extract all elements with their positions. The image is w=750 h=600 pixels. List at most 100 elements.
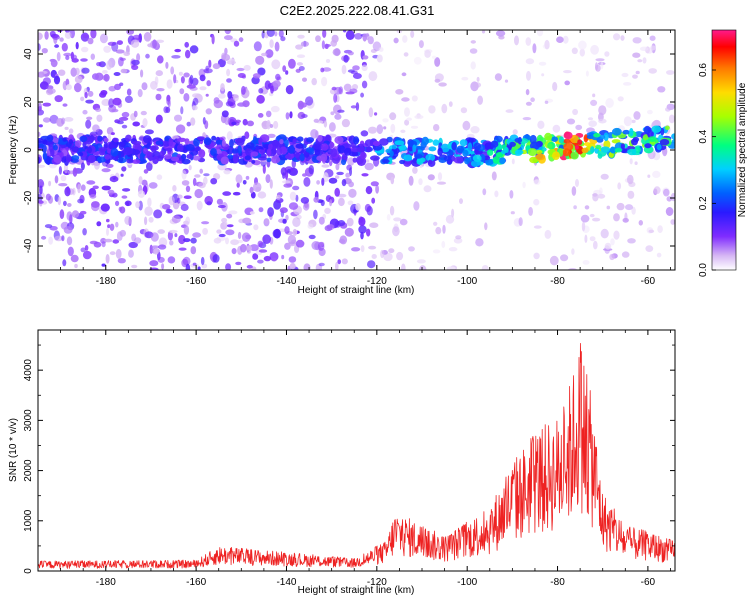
noise-blob bbox=[91, 202, 100, 212]
noise-blob bbox=[406, 117, 413, 121]
noise-blob bbox=[308, 165, 314, 175]
signal-blob bbox=[412, 144, 417, 153]
noise-blob bbox=[475, 238, 484, 247]
signal-blob bbox=[547, 143, 553, 149]
x-tick-label: -160 bbox=[186, 276, 206, 287]
noise-blob bbox=[288, 256, 297, 263]
noise-blob bbox=[351, 84, 359, 90]
noise-blob bbox=[235, 261, 242, 266]
noise-blob bbox=[228, 210, 238, 215]
noise-blob bbox=[48, 236, 53, 245]
signal-blob bbox=[529, 141, 540, 150]
noise-blob bbox=[433, 221, 438, 226]
signal-blob bbox=[451, 141, 457, 151]
noise-blob bbox=[419, 265, 427, 270]
noise-blob bbox=[366, 228, 371, 237]
noise-blob bbox=[461, 76, 469, 81]
noise-blob bbox=[185, 49, 191, 59]
noise-blob bbox=[414, 114, 424, 120]
noise-blob bbox=[63, 200, 67, 207]
noise-blob bbox=[575, 124, 583, 130]
noise-blob bbox=[525, 101, 532, 106]
signal-blob bbox=[570, 134, 579, 144]
x-tick-label: -120 bbox=[367, 276, 387, 287]
noise-blob bbox=[360, 245, 365, 253]
signal-blob bbox=[306, 137, 315, 143]
noise-blob bbox=[560, 254, 569, 262]
signal-blob bbox=[193, 137, 200, 147]
noise-blob bbox=[670, 219, 675, 225]
noise-blob bbox=[41, 235, 47, 240]
noise-blob bbox=[437, 172, 443, 181]
noise-blob bbox=[115, 200, 120, 207]
noise-blob bbox=[38, 102, 42, 112]
noise-blob bbox=[494, 190, 499, 198]
noise-blob bbox=[140, 110, 147, 116]
noise-blob bbox=[525, 89, 530, 96]
noise-blob bbox=[74, 263, 78, 269]
noise-blob bbox=[609, 253, 615, 261]
noise-blob bbox=[441, 103, 448, 114]
noise-blob bbox=[453, 237, 463, 244]
signal-blob bbox=[251, 159, 256, 164]
noise-blob bbox=[283, 183, 293, 188]
noise-blob bbox=[54, 95, 63, 103]
noise-blob bbox=[203, 173, 210, 177]
noise-blob bbox=[64, 186, 71, 197]
noise-blob bbox=[504, 79, 509, 83]
signal-blob bbox=[46, 134, 54, 142]
noise-blob bbox=[61, 42, 68, 52]
noise-blob bbox=[74, 82, 82, 93]
noise-blob bbox=[361, 173, 369, 177]
signal-blob bbox=[221, 139, 226, 147]
noise-blob bbox=[57, 196, 61, 206]
noise-blob bbox=[343, 54, 349, 63]
noise-blob bbox=[255, 55, 265, 65]
noise-blob bbox=[224, 30, 232, 35]
noise-blob bbox=[199, 74, 206, 82]
noise-blob bbox=[178, 71, 183, 76]
noise-blob bbox=[225, 101, 233, 107]
signal-blob bbox=[382, 159, 390, 164]
noise-blob bbox=[107, 133, 112, 144]
noise-blob bbox=[206, 80, 211, 87]
noise-blob bbox=[362, 55, 369, 60]
noise-blob bbox=[349, 167, 352, 177]
noise-blob bbox=[121, 111, 130, 118]
noise-blob bbox=[525, 58, 535, 65]
noise-blob bbox=[317, 241, 325, 251]
noise-blob bbox=[174, 48, 181, 53]
noise-blob bbox=[105, 253, 110, 264]
signal-blob bbox=[593, 133, 601, 138]
signal-blob bbox=[237, 145, 242, 154]
signal-blob bbox=[614, 147, 623, 153]
noise-blob bbox=[484, 222, 488, 231]
noise-blob bbox=[44, 224, 53, 229]
noise-blob bbox=[107, 189, 115, 195]
noise-blob bbox=[647, 109, 653, 115]
noise-blob bbox=[178, 234, 186, 245]
noise-blob bbox=[341, 258, 348, 265]
noise-blob bbox=[143, 32, 152, 42]
noise-blob bbox=[595, 62, 598, 71]
signal-blob bbox=[514, 137, 523, 143]
noise-blob bbox=[318, 216, 325, 225]
noise-blob bbox=[349, 88, 358, 94]
noise-blob bbox=[395, 89, 404, 95]
noise-blob bbox=[592, 217, 601, 222]
noise-blob bbox=[246, 264, 253, 269]
noise-blob bbox=[67, 246, 74, 257]
noise-blob bbox=[289, 262, 296, 270]
noise-blob bbox=[418, 40, 424, 49]
signal-blob bbox=[126, 158, 134, 164]
noise-blob bbox=[642, 57, 647, 64]
noise-blob bbox=[638, 220, 643, 226]
noise-blob bbox=[95, 72, 104, 81]
signal-blob bbox=[163, 140, 170, 147]
signal-blob bbox=[176, 153, 181, 158]
noise-blob bbox=[657, 86, 666, 93]
noise-blob bbox=[302, 173, 307, 177]
signal-blob bbox=[279, 139, 284, 145]
noise-blob bbox=[297, 100, 304, 110]
signal-blob bbox=[125, 134, 132, 142]
